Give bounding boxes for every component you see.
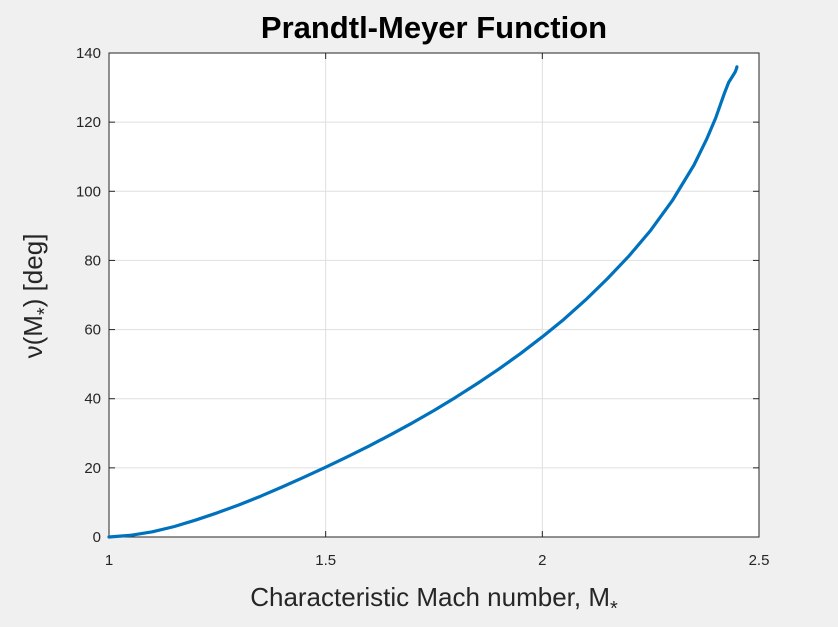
y-axis-label-suffix: ) [deg] — [18, 234, 48, 308]
x-tick-label: 1.5 — [315, 552, 336, 569]
y-tick-label: 40 — [84, 391, 101, 408]
prandtl-meyer-line — [107, 65, 739, 539]
x-axis-label-subscript: * — [610, 598, 618, 620]
x-tick-label: 2 — [538, 552, 546, 569]
plot-frame — [108, 52, 760, 538]
y-tick-label: 20 — [84, 460, 101, 477]
plot-area — [109, 53, 759, 537]
y-tick-label: 100 — [76, 183, 101, 200]
y-axis-label-subscript: * — [34, 307, 56, 315]
y-tick-label: 80 — [84, 252, 101, 269]
axis-ticks: 1 1.5 2 2.5 0 20 40 60 80 100 120 140 — [76, 45, 769, 569]
y-axis-label: ν(M*) [deg] — [18, 234, 56, 359]
grid-lines — [109, 53, 759, 537]
chart-title: Prandtl-Meyer Function — [261, 10, 607, 45]
x-tick-label: 1 — [105, 552, 113, 569]
y-tick-label: 0 — [93, 529, 101, 546]
y-tick-label: 60 — [84, 322, 101, 339]
series-layer — [107, 65, 739, 539]
x-axis-label-text: Characteristic Mach number, M — [250, 582, 610, 612]
x-axis-label: Characteristic Mach number, M* — [250, 582, 618, 620]
y-tick-label: 140 — [76, 45, 101, 62]
y-tick-label: 120 — [76, 114, 101, 131]
x-tick-label: 2.5 — [749, 552, 770, 569]
y-axis-label-prefix: ν(M — [18, 315, 48, 358]
